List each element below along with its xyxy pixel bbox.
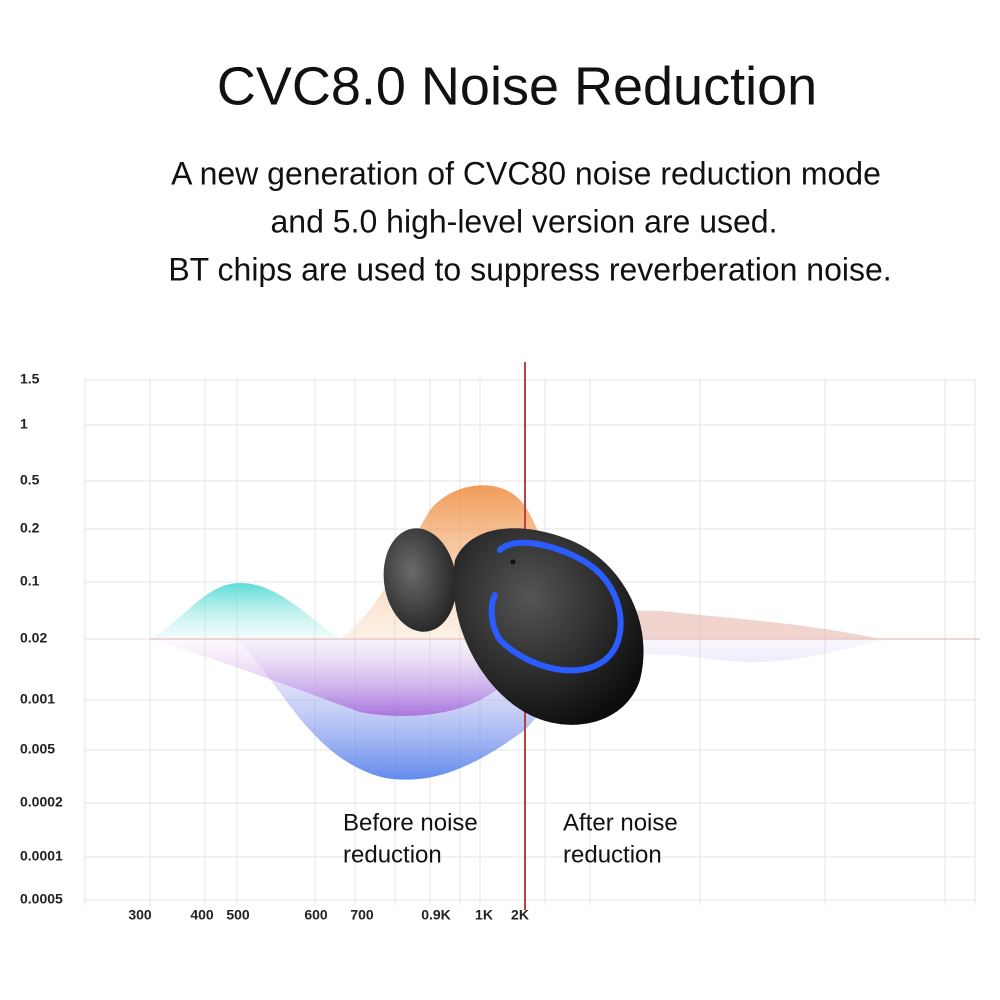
- after-label: reduction: [563, 841, 662, 868]
- description-line: BT chips are used to suppress reverberat…: [168, 251, 891, 287]
- x-label: 0.9K: [421, 907, 451, 923]
- title: CVC8.0 Noise Reduction: [217, 56, 817, 116]
- y-label: 1.5: [20, 371, 40, 387]
- y-label: 0.02: [20, 630, 47, 646]
- description-line: A new generation of CVC80 noise reductio…: [171, 155, 881, 191]
- y-label: 0.1: [20, 573, 40, 589]
- y-label: 0.2: [20, 520, 40, 536]
- before-label: reduction: [343, 841, 442, 868]
- x-label: 400: [190, 907, 214, 923]
- y-label: 0.0002: [20, 794, 63, 810]
- x-label: 300: [128, 907, 152, 923]
- after-label: After noise: [563, 809, 678, 836]
- earbud: [383, 528, 644, 725]
- before-label: Before noise: [343, 809, 478, 836]
- y-label: 0.001: [20, 691, 55, 707]
- x-label: 500: [226, 907, 250, 923]
- y-label: 0.5: [20, 472, 40, 488]
- x-label: 2K: [511, 907, 529, 923]
- y-label: 0.005: [20, 741, 55, 757]
- y-label: 1: [20, 416, 28, 432]
- x-label: 600: [304, 907, 328, 923]
- y-label: 0.0005: [20, 891, 63, 907]
- x-label: 1K: [475, 907, 493, 923]
- description-line: and 5.0 high-level version are used.: [271, 203, 778, 239]
- y-label: 0.0001: [20, 848, 63, 864]
- x-label: 700: [350, 907, 374, 923]
